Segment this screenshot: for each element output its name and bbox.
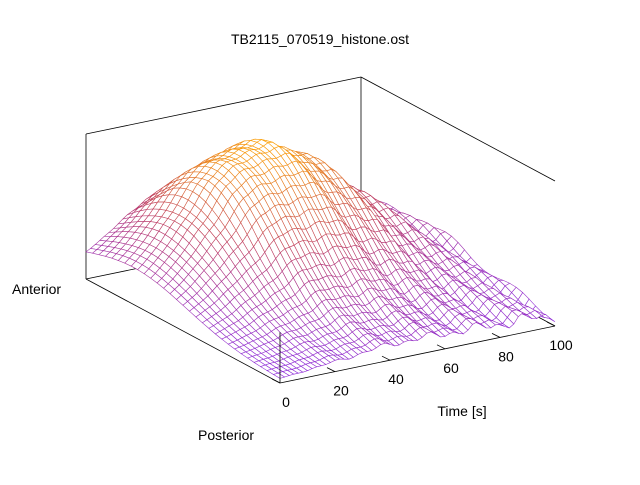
- x-axis-tick: [436, 344, 446, 350]
- x-axis-tick-label: 40: [388, 371, 404, 387]
- box-edge-right-top: [360, 76, 556, 182]
- x-axis-label: Time [s]: [437, 403, 486, 419]
- box-edge-front-floor: [279, 325, 556, 384]
- x-axis-tick-label: 60: [443, 360, 459, 376]
- y-axis-label-anterior: Anterior: [12, 281, 61, 297]
- x-axis-tick: [546, 321, 556, 327]
- x-axis-tick: [381, 355, 391, 361]
- x-axis-tick-label: 0: [282, 394, 290, 410]
- x-axis-tick: [326, 367, 336, 372]
- x-axis-ticks: 0 20 40 60 80 100: [271, 321, 573, 410]
- x-axis-tick-label: 20: [333, 383, 349, 399]
- bounding-box-front: [85, 278, 556, 384]
- x-axis-tick-label: 80: [498, 348, 514, 364]
- x-axis-tick: [491, 333, 501, 338]
- x-axis-tick-label: 100: [549, 337, 573, 353]
- box-edge-left-floor: [85, 278, 281, 384]
- surface-mesh: [85, 138, 556, 379]
- box-edge-back-top: [85, 76, 362, 135]
- chart-title: TB2115_070519_histone.ost: [231, 31, 409, 47]
- y-axis-label-posterior: Posterior: [198, 427, 254, 443]
- surface-cell: [272, 372, 286, 379]
- x-axis-tick: [271, 378, 281, 384]
